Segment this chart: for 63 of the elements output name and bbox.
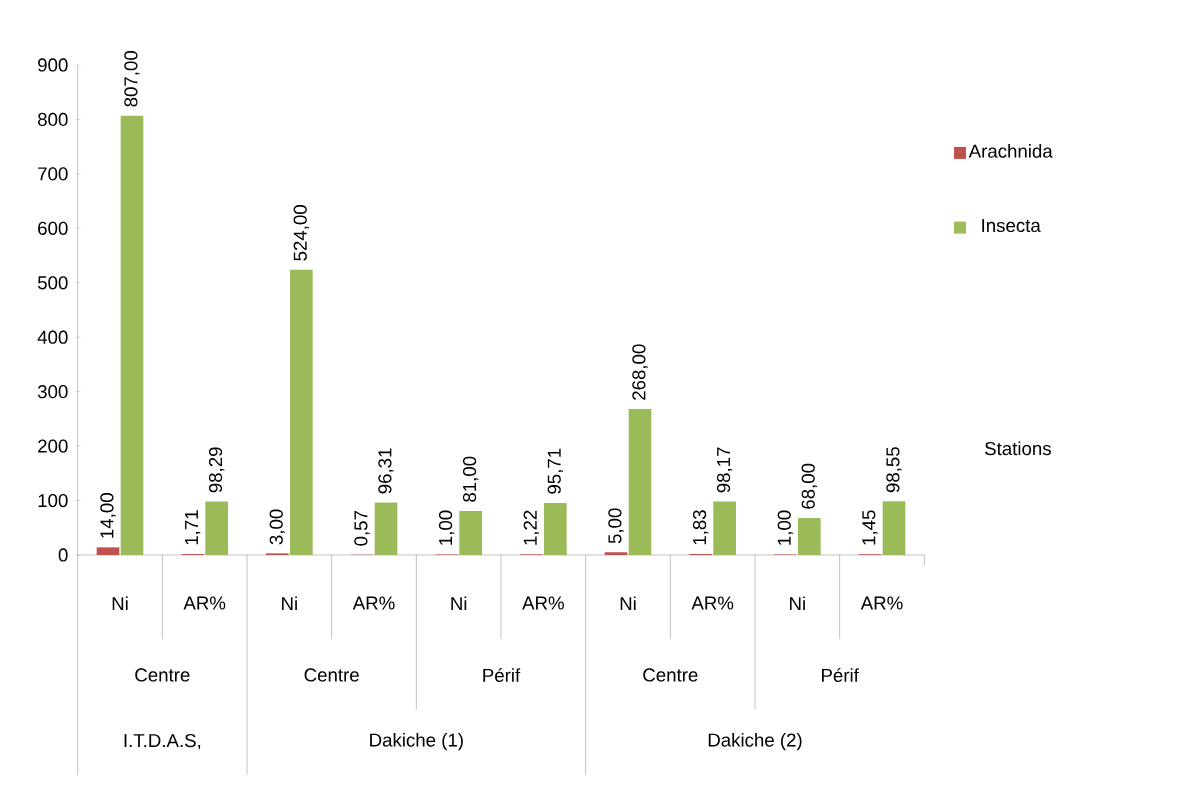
- text: Centre: [643, 668, 698, 682]
- bar: [604, 552, 628, 555]
- data-label: 1,00: [777, 510, 794, 545]
- legend-label: Insecta: [982, 219, 1041, 233]
- data-label: 1,71: [185, 510, 201, 545]
- bar: [713, 501, 736, 555]
- bar: [544, 502, 567, 555]
- x-tick-label: Ni: [790, 596, 805, 611]
- x-axis-title: Stations: [985, 441, 1051, 456]
- data-label: 1,83: [692, 510, 709, 545]
- bar: [96, 547, 120, 555]
- text: Centre: [135, 668, 190, 682]
- y-tick-label: 600: [38, 221, 68, 235]
- data-label: 14,00: [100, 493, 116, 538]
- data-label: 0,57: [354, 511, 370, 546]
- bar: [459, 510, 482, 555]
- data-label: 98,55: [886, 447, 902, 493]
- x-tick-label: AR%: [691, 596, 734, 610]
- x-tick-label: AR%: [352, 596, 395, 610]
- y-tick-label: 500: [37, 276, 68, 290]
- data-label: 5,00: [608, 508, 624, 544]
- y-tick-label: 300: [37, 385, 68, 399]
- bar: [882, 501, 906, 555]
- data-label: 1,45: [862, 510, 878, 545]
- legend-label: Arachnida: [968, 144, 1053, 158]
- data-label: 1,22: [523, 510, 540, 545]
- x-tick-label: Ni: [620, 596, 636, 611]
- data-label: 98,17: [716, 447, 733, 493]
- data-label: 3,00: [269, 509, 286, 545]
- y-tick-label: 0: [58, 548, 68, 562]
- text: Périf: [822, 668, 859, 682]
- x-tick-label: AR%: [183, 596, 226, 610]
- x-tick-label: Ni: [282, 596, 297, 611]
- bar: [798, 517, 821, 555]
- x-tick-label: Ni: [112, 596, 128, 611]
- text: Dakiche (1): [370, 732, 463, 751]
- text: I.T.D.A.S,: [124, 733, 201, 750]
- bar: [120, 115, 144, 555]
- bar: [290, 269, 313, 555]
- bar: [205, 501, 229, 555]
- y-tick-label: 900: [38, 58, 68, 72]
- bar: [628, 409, 652, 555]
- x-tick-label: AR%: [522, 596, 564, 610]
- x-tick-label: Ni: [451, 596, 467, 611]
- data-label: 98,29: [208, 447, 225, 493]
- data-label: 1,00: [438, 510, 455, 545]
- y-tick-label: 400: [37, 330, 68, 344]
- data-label: 268,00: [632, 344, 648, 400]
- text: Périf: [483, 668, 521, 682]
- x-tick-label: AR%: [860, 596, 903, 610]
- data-label: 524,00: [293, 205, 310, 261]
- data-label: 81,00: [462, 456, 479, 502]
- data-label: 96,31: [378, 448, 394, 494]
- bar: [374, 502, 398, 555]
- text: Centre: [304, 668, 359, 682]
- data-label: 807,00: [124, 51, 140, 107]
- y-tick-label: 100: [38, 493, 68, 508]
- data-label: 95,71: [547, 448, 564, 494]
- y-tick-label: 700: [38, 167, 68, 181]
- y-tick-label: 800: [38, 112, 68, 127]
- y-tick-label: 200: [38, 439, 68, 453]
- data-label: 68,00: [801, 463, 818, 509]
- text: Dakiche (2): [708, 732, 802, 751]
